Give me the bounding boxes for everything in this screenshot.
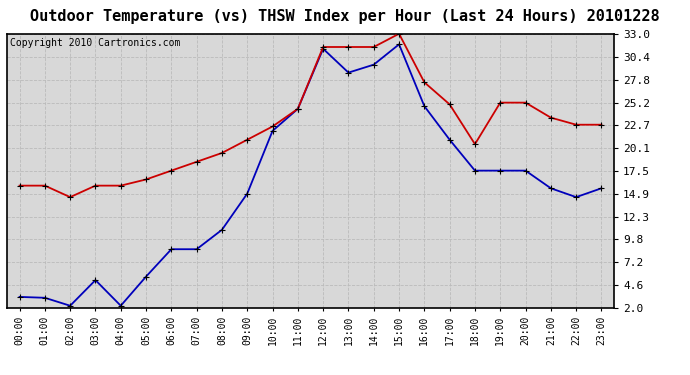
Text: Outdoor Temperature (vs) THSW Index per Hour (Last 24 Hours) 20101228: Outdoor Temperature (vs) THSW Index per …: [30, 9, 660, 24]
Text: Copyright 2010 Cartronics.com: Copyright 2010 Cartronics.com: [10, 38, 180, 48]
